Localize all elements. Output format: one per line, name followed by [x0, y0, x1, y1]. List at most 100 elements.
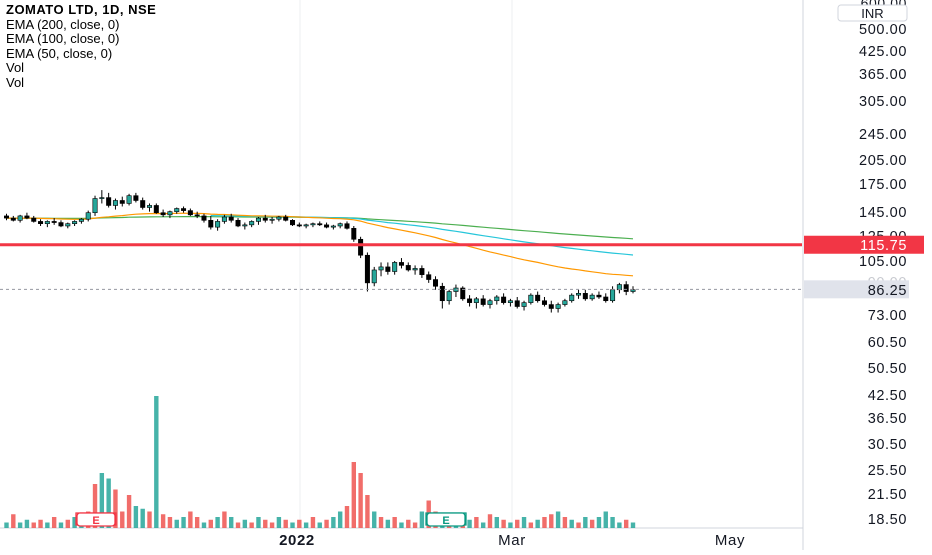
- volume-bar: [603, 511, 608, 528]
- volume-bar: [515, 519, 520, 528]
- volume-bar: [256, 517, 261, 528]
- candle-body: [392, 262, 398, 272]
- volume-bar: [487, 514, 493, 528]
- price-tick-label: 25.50: [868, 463, 907, 479]
- candle-body: [569, 294, 575, 302]
- candle-body: [576, 293, 582, 296]
- volume-bar: [555, 511, 561, 528]
- candle-body: [296, 224, 302, 227]
- candle-body: [140, 200, 146, 208]
- candle-body: [487, 300, 493, 305]
- volume-bar: [583, 517, 588, 528]
- volume-bar: [4, 522, 9, 528]
- volume-bar: [106, 478, 111, 528]
- volume-bar: [249, 522, 254, 528]
- volume-bar: [630, 522, 636, 528]
- candle-body: [351, 228, 357, 240]
- price-tick-label: 175.00: [859, 177, 907, 193]
- indicator-ema-100[interactable]: EMA (100, close, 0): [6, 31, 120, 47]
- candle-body: [228, 216, 234, 221]
- candle-body: [92, 198, 98, 214]
- volume-bar: [610, 517, 615, 528]
- volume-bar: [99, 473, 105, 528]
- price-tick-label: 30.50: [868, 437, 907, 453]
- candle-body: [85, 212, 91, 220]
- volume-bar: [303, 522, 309, 528]
- candle-body: [330, 225, 336, 228]
- candle-body: [378, 266, 384, 271]
- volume-bar: [412, 522, 418, 528]
- candle-body: [255, 217, 261, 222]
- volume-bar: [317, 522, 322, 528]
- indicator-ema-200[interactable]: EMA (200, close, 0): [6, 16, 120, 32]
- candle-body: [221, 216, 227, 222]
- volume-bar: [11, 514, 16, 528]
- volume-bar: [31, 522, 36, 528]
- volume-bar: [147, 511, 152, 528]
- candle-body: [174, 208, 180, 212]
- volume-bar: [263, 519, 268, 528]
- candle-body: [589, 294, 595, 300]
- volume-bar: [372, 511, 377, 528]
- earnings-marker-label: E: [92, 515, 99, 527]
- time-axis-label: Mar: [498, 532, 526, 549]
- horizontal-line-price-badge[interactable]: [804, 235, 924, 254]
- candle-body: [24, 215, 30, 219]
- volume-bar: [542, 517, 547, 528]
- volume-bar: [65, 519, 70, 528]
- ema-200-line: [6, 216, 634, 240]
- candle-body: [126, 195, 132, 204]
- price-tick-label: 205.00: [859, 153, 907, 169]
- volume-bar: [508, 522, 513, 528]
- earnings-marker-box[interactable]: [426, 512, 466, 527]
- volume-bar: [569, 519, 574, 528]
- volume-bar: [113, 489, 118, 528]
- price-tick-label: 73.00: [868, 308, 907, 324]
- volume-bar: [174, 519, 179, 528]
- volume-bar: [331, 517, 336, 528]
- volume-bar: [297, 519, 302, 528]
- candle-body: [385, 266, 391, 272]
- candle-body: [596, 294, 602, 298]
- candle-body: [262, 217, 268, 221]
- candle-body: [630, 289, 636, 292]
- earnings-marker-box[interactable]: [76, 512, 116, 527]
- indicator-ema-50[interactable]: EMA (50, close, 0): [6, 45, 113, 61]
- volume-bar: [589, 519, 595, 528]
- volume-bar: [72, 517, 77, 528]
- indicator-volume-2[interactable]: Vol: [6, 74, 25, 90]
- candle-body: [324, 224, 330, 228]
- candle-body: [310, 223, 316, 226]
- volume-bar: [181, 517, 186, 528]
- volume-bar: [501, 519, 506, 528]
- price-tick-label: 50.50: [868, 361, 907, 377]
- candle-body: [337, 223, 343, 227]
- candle-body: [133, 195, 139, 201]
- indicator-volume[interactable]: Vol: [6, 60, 25, 76]
- candle-body: [623, 284, 629, 292]
- candle-body: [460, 287, 466, 300]
- candle-body: [4, 215, 10, 219]
- volume-bar: [392, 517, 397, 528]
- volume-bar: [45, 522, 50, 528]
- candle-body: [112, 200, 118, 206]
- price-tick-label: 105.00: [859, 254, 907, 270]
- volume-bar: [310, 517, 316, 528]
- candle-body: [276, 216, 282, 220]
- candle-body: [65, 223, 71, 227]
- candle-body: [181, 208, 187, 211]
- candle-body: [439, 285, 445, 302]
- candle-body: [167, 211, 173, 216]
- volume-bar: [242, 519, 248, 528]
- price-tick-label: 245.00: [859, 127, 907, 143]
- candle-body: [31, 217, 37, 222]
- symbol-title[interactable]: ZOMATO LTD, 1D, NSE: [6, 2, 157, 17]
- candle-body: [467, 298, 473, 303]
- volume-bar: [562, 517, 568, 528]
- candle-body: [473, 298, 479, 303]
- volume-bar: [378, 517, 384, 528]
- candle-body: [412, 268, 418, 271]
- currency-button[interactable]: [837, 4, 908, 22]
